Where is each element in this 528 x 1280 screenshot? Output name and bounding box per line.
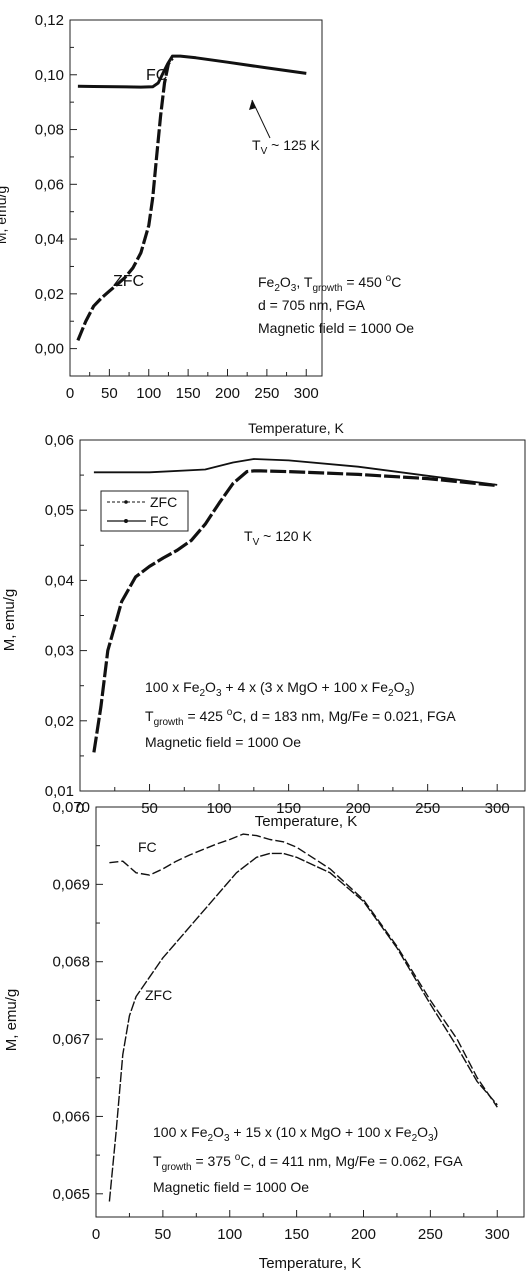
y-tick-label: 0,03 <box>45 643 74 660</box>
panel-3-ticks: 0 50 100 150 200 250 300 0,065 0,066 0,067 0,068 0,… <box>52 799 509 1243</box>
x-tick-label: 200 <box>215 385 240 402</box>
x-tick-label: 0 <box>76 800 84 817</box>
panel-1-fc-label: FC <box>146 67 167 84</box>
panel-2-x-axis-label: Temperature, K <box>255 813 358 830</box>
x-tick-label: 100 <box>217 1226 242 1243</box>
series-fc-line <box>77 54 307 89</box>
x-tick-label: 100 <box>207 800 232 817</box>
panel-2-info-line-1: 100 x Fe2O3 + 4 x (3 x MgO + 100 x Fe2O3… <box>145 679 415 699</box>
y-tick-label: 0,02 <box>45 713 74 730</box>
panel-2-legend-fc-label: FC <box>150 513 169 529</box>
panel-1-tv-arrowhead <box>249 100 256 110</box>
panel-1-info-line-3: Magnetic field = 1000 Oe <box>258 320 414 336</box>
panel-3-info-line-2: Tgrowth = 375 oC, d = 411 nm, Mg/Fe = 0.… <box>153 1152 463 1173</box>
panel-1-zfc-label: ZFC <box>113 273 144 290</box>
panel-2-series <box>92 458 498 753</box>
x-tick-label: 150 <box>284 1226 309 1243</box>
y-tick-label: 0,02 <box>35 286 64 303</box>
x-tick-label: 50 <box>155 1226 172 1243</box>
y-tick-label: 0,067 <box>52 1031 90 1048</box>
y-tick-label: 0,04 <box>35 231 64 248</box>
panel-3-x-axis-label: Temperature, K <box>259 1255 362 1272</box>
y-tick-label: 0,08 <box>35 122 64 139</box>
y-tick-label: 0,06 <box>45 432 74 449</box>
x-tick-label: 0 <box>66 385 74 402</box>
panel-1-info-line-1: Fe2O3, Tgrowth = 450 oC <box>258 273 401 294</box>
panel-2-legend-zfc-label: ZFC <box>150 494 177 510</box>
panel-3-series <box>108 833 498 1202</box>
y-tick-label: 0,06 <box>35 176 64 193</box>
panel-1-info-line-2: d = 705 nm, FGA <box>258 297 366 313</box>
y-tick-label: 0,065 <box>52 1186 90 1203</box>
panel-3-info-line-1: 100 x Fe2O3 + 15 x (10 x MgO + 100 x Fe2… <box>153 1124 438 1144</box>
y-tick-label: 0,12 <box>35 12 64 29</box>
y-tick-label: 0,066 <box>52 1108 90 1125</box>
y-tick-label: 0,070 <box>52 799 90 816</box>
panel-2-y-axis-label: M, emu/g <box>1 589 18 652</box>
x-tick-label: 250 <box>415 800 440 817</box>
x-tick-label: 150 <box>176 385 201 402</box>
x-tick-label: 100 <box>136 385 161 402</box>
x-tick-label: 200 <box>346 800 371 817</box>
panel-3-fc-label: FC <box>138 839 157 855</box>
panel-1-plot-frame <box>69 19 323 377</box>
panel-2-info-line-3: Magnetic field = 1000 Oe <box>145 734 301 750</box>
panel-3-plot-frame <box>95 806 525 1218</box>
y-tick-label: 0,00 <box>35 341 64 358</box>
series-fc-line <box>93 458 498 486</box>
panel-1-tv-label: TV ~ 125 K <box>252 137 320 157</box>
x-tick-label: 150 <box>276 800 301 817</box>
series-zfc-line <box>92 469 498 753</box>
y-tick-label: 0,05 <box>45 502 74 519</box>
x-tick-label: 250 <box>418 1226 443 1243</box>
panel-2-legend: ZFC FC <box>100 490 189 532</box>
panel-1-x-axis-label: Temperature, K <box>248 420 344 436</box>
y-tick-label: 0,04 <box>45 572 74 589</box>
panel-2-legend-fc-marker <box>124 519 128 523</box>
panel-2: 0 50 100 150 200 250 300 0,01 0,02 0,03 0,04 0,05 0,… <box>1 432 526 830</box>
x-tick-label: 0 <box>92 1226 100 1243</box>
panel-3-y-axis-label: M, emu/g <box>3 989 20 1052</box>
y-tick-label: 0,068 <box>52 954 90 971</box>
panel-2-tv-label: TV ~ 120 K <box>244 528 312 548</box>
x-tick-label: 250 <box>254 385 279 402</box>
panel-2-legend-zfc-marker <box>124 500 128 504</box>
panel-1-ticks: 0 50 100 150 200 250 300 0,00 0,02 0,04 0,06 0,08 0,… <box>35 12 319 402</box>
y-tick-label: 0,01 <box>45 783 74 800</box>
panel-3: 0 50 100 150 200 250 300 0,065 0,066 0,067 0,068 0,… <box>3 799 525 1272</box>
panel-2-ticks: 0 50 100 150 200 250 300 0,01 0,02 0,03 0,04 0,05 0,… <box>45 432 510 817</box>
y-tick-label: 0,10 <box>35 67 64 84</box>
series-zfc-line <box>108 852 498 1202</box>
x-tick-label: 50 <box>141 800 158 817</box>
panel-1-y-axis-label: M, emu/g <box>0 186 9 244</box>
panel-2-info-line-2: Tgrowth = 425 oC, d = 183 nm, Mg/Fe = 0.… <box>145 707 456 728</box>
series-zfc-line <box>76 57 174 342</box>
x-tick-label: 300 <box>485 1226 510 1243</box>
y-tick-label: 0,069 <box>52 876 90 893</box>
panel-3-info-line-3: Magnetic field = 1000 Oe <box>153 1179 309 1195</box>
panel-1: 0 50 100 150 200 250 300 0,00 0,02 0,04 0,06 0,08 0,… <box>0 12 414 436</box>
panel-3-zfc-label: ZFC <box>145 987 172 1003</box>
panel-1-series <box>76 54 307 342</box>
x-tick-label: 300 <box>485 800 510 817</box>
series-fc-line <box>109 833 498 1108</box>
panel-2-legend-box <box>100 490 189 532</box>
x-tick-label: 300 <box>294 385 319 402</box>
x-tick-label: 200 <box>351 1226 376 1243</box>
x-tick-label: 50 <box>101 385 118 402</box>
